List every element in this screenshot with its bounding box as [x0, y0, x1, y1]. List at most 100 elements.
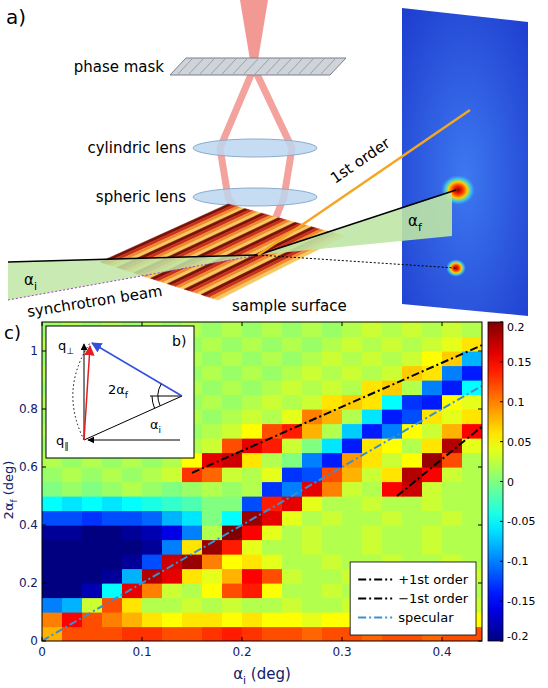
heat-cell: [382, 525, 403, 540]
heat-cell: [302, 351, 323, 366]
tick: [42, 409, 46, 410]
heat-cell: [362, 424, 383, 439]
exit-beam: [258, 190, 456, 255]
heat-cell: [162, 482, 183, 497]
heat-cell: [222, 380, 243, 395]
phase-mask: [170, 58, 346, 75]
tick-label: 0.4: [19, 518, 38, 532]
heat-cell: [62, 482, 83, 497]
heat-cell: [222, 598, 243, 613]
heat-cell: [382, 395, 403, 410]
heat-cell: [282, 322, 303, 337]
heat-cell: [322, 554, 343, 569]
reflected-beam: [258, 255, 455, 268]
heat-cell: [82, 554, 103, 569]
heat-cell: [262, 337, 283, 352]
heat-cell: [362, 496, 383, 511]
heat-cell: [422, 438, 443, 453]
heat-cell: [382, 540, 403, 555]
heat-cell: [142, 554, 163, 569]
heat-cell: [262, 598, 283, 613]
label-part: q: [56, 433, 64, 448]
heat-cell: [162, 569, 183, 584]
heat-cell: [402, 351, 423, 366]
legend-swatch: [358, 598, 392, 600]
incident-vector: [84, 396, 182, 440]
heat-cell: [302, 583, 323, 598]
label-part: α: [150, 417, 159, 432]
colorbar-tick: [500, 441, 503, 442]
heat-cell: [302, 380, 323, 395]
heat-cell: [282, 598, 303, 613]
heat-cell: [242, 366, 263, 381]
heat-cell: [122, 554, 143, 569]
legend: +1st order−1st orderspecular: [350, 562, 476, 635]
heat-cell: [322, 337, 343, 352]
heat-cell: [142, 583, 163, 598]
heat-cell: [122, 612, 143, 627]
heat-cell: [442, 424, 463, 439]
heat-cell: [82, 496, 103, 511]
tick-label: 0.2: [232, 645, 251, 659]
heat-cell: [322, 496, 343, 511]
heat-cell: [182, 540, 203, 555]
heat-cell: [362, 337, 383, 352]
heat-cell: [262, 467, 283, 482]
heat-cell: [282, 583, 303, 598]
legend-label: −1st order: [398, 591, 468, 606]
heat-cell: [102, 554, 123, 569]
heat-cell: [422, 467, 443, 482]
heat-cell: [202, 598, 223, 613]
colorbar-tick: [500, 561, 503, 562]
heat-cell: [282, 569, 303, 584]
heat-cell: [302, 395, 323, 410]
tick: [242, 637, 243, 641]
heat-cell: [242, 337, 263, 352]
heat-cell: [362, 511, 383, 526]
heat-cell: [222, 395, 243, 410]
heat-cell: [242, 395, 263, 410]
mask-grating: [310, 59, 324, 74]
heat-cell: [42, 482, 63, 497]
heat-cell: [362, 409, 383, 424]
heat-cell: [182, 627, 203, 642]
heat-cell: [302, 554, 323, 569]
heat-cell: [122, 467, 143, 482]
heat-cell: [162, 583, 183, 598]
heat-cell: [462, 322, 482, 337]
tick: [478, 525, 482, 526]
heat-cell: [382, 467, 403, 482]
heat-cell: [302, 612, 323, 627]
heat-cell: [222, 511, 243, 526]
tick: [342, 637, 343, 641]
heat-cell: [362, 395, 383, 410]
angle-arc: [152, 396, 155, 408]
heat-cell: [182, 612, 203, 627]
heat-cell: [242, 351, 263, 366]
heat-cell: [142, 511, 163, 526]
heat-cell: [122, 496, 143, 511]
colorbar-label: 0.1: [507, 396, 525, 409]
legend-label: specular: [398, 610, 454, 625]
heat-cell: [222, 322, 243, 337]
heat-cell: [402, 525, 423, 540]
tick: [142, 637, 143, 641]
heat-cell: [222, 467, 243, 482]
mask-grating: [266, 59, 280, 74]
heat-cell: [342, 351, 363, 366]
colorbar-tick: [500, 521, 503, 522]
heat-cell: [202, 366, 223, 381]
heat-cell: [42, 540, 63, 555]
label-part: i: [34, 280, 37, 293]
mask-grating: [211, 59, 225, 74]
heat-cell: [382, 438, 403, 453]
heat-cell: [242, 525, 263, 540]
heat-cell: [102, 467, 123, 482]
heat-cell: [282, 525, 303, 540]
heat-cell: [242, 482, 263, 497]
heat-cell: [162, 525, 183, 540]
heat-cell: [62, 569, 83, 584]
heat-cell: [422, 482, 443, 497]
heat-cell: [142, 627, 163, 642]
label-part: f: [418, 221, 423, 234]
